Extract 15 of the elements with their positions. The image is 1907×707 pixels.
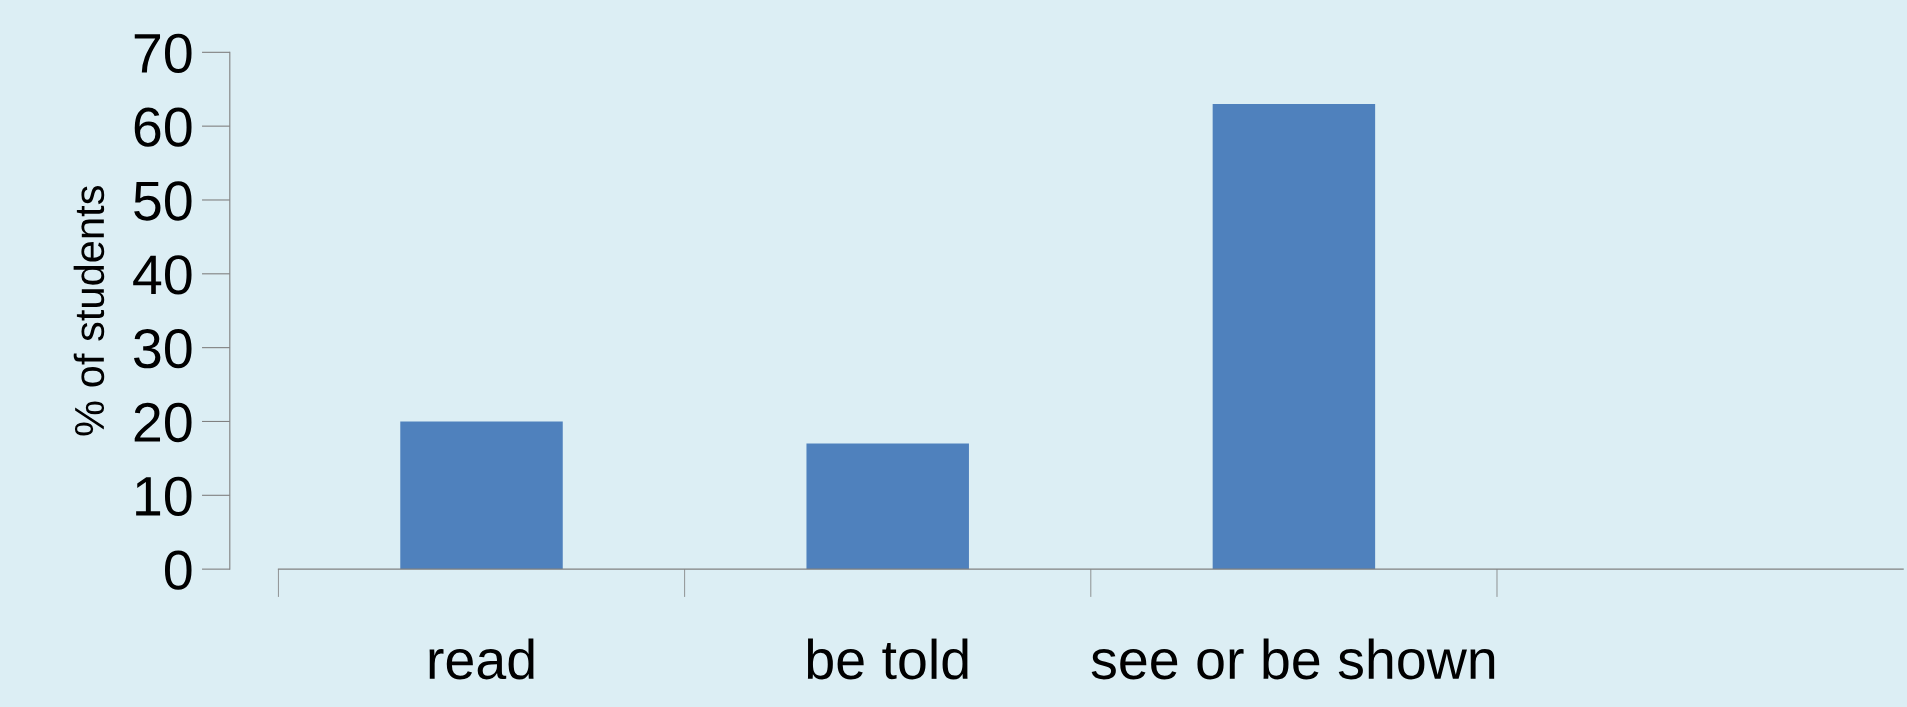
y-tick-label: 30	[134, 328, 192, 369]
y-axis-title: % of students	[73, 185, 105, 436]
x-tick-label: see or be shown	[1091, 638, 1495, 680]
y-tick-label: 60	[134, 107, 192, 147]
bar	[400, 421, 563, 570]
y-tick-label: 50	[134, 181, 192, 221]
y-tick-label: 20	[134, 402, 192, 443]
y-tick-label: 70	[134, 33, 192, 73]
x-tick-label: be told	[807, 638, 968, 680]
y-tick-label: 40	[133, 255, 192, 295]
y-tick-label: 0	[164, 550, 192, 590]
bar	[806, 443, 969, 570]
y-tick-label: 10	[136, 476, 192, 516]
x-tick-label: read	[429, 638, 534, 680]
bar	[1212, 104, 1376, 570]
